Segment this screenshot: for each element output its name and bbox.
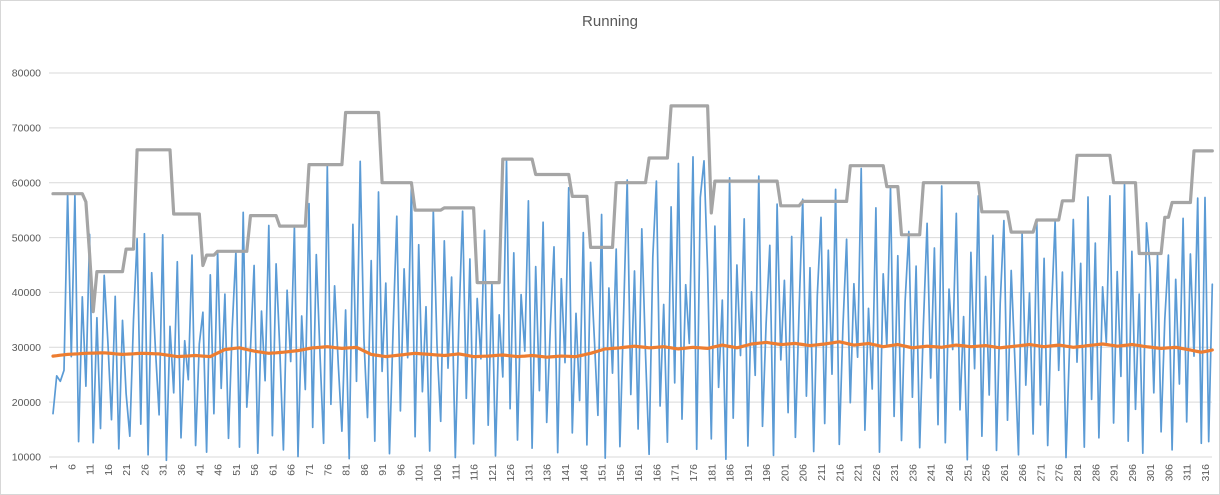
x-tick-label: 56: [249, 464, 261, 476]
series-average-line: [51, 340, 1214, 359]
x-tick-label: 251: [962, 464, 974, 482]
x-tick-label: 146: [578, 464, 590, 482]
x-tick-label: 61: [267, 464, 279, 476]
x-tick-label: 96: [395, 464, 407, 476]
x-tick-label: 116: [469, 464, 481, 481]
x-tick-label: 191: [743, 464, 755, 482]
y-tick-label: 50000: [12, 232, 41, 244]
x-tick-label: 26: [139, 464, 151, 476]
x-tick-label: 246: [944, 464, 956, 482]
x-tick-label: 281: [1072, 464, 1084, 482]
x-tick-label: 291: [1109, 464, 1121, 482]
series-daily-line: [52, 156, 1214, 462]
x-tick-label: 171: [670, 464, 682, 482]
y-tick-label: 60000: [12, 177, 41, 189]
x-tick-label: 6: [66, 464, 78, 470]
y-axis-labels: 10000 20000 30000 40000 50000 60000 70000 80000: [12, 68, 41, 464]
x-tick-label: 276: [1054, 464, 1066, 482]
x-tick-label: 271: [1035, 464, 1047, 482]
x-tick-label: 296: [1127, 464, 1139, 482]
x-tick-label: 301: [1145, 464, 1157, 482]
x-tick-label: 256: [981, 464, 993, 482]
x-tick-label: 236: [907, 464, 919, 482]
y-tick-label: 40000: [12, 287, 41, 299]
x-tick-label: 111: [450, 464, 462, 480]
x-tick-label: 91: [377, 464, 389, 476]
x-tick-label: 206: [798, 464, 810, 482]
x-tick-label: 1: [48, 464, 60, 470]
x-tick-label: 306: [1163, 464, 1175, 482]
x-tick-label: 201: [779, 464, 791, 482]
y-tick-label: 80000: [12, 68, 41, 80]
x-tick-label: 141: [560, 464, 572, 482]
y-tick-label: 30000: [12, 342, 41, 354]
y-tick-label: 70000: [12, 123, 41, 135]
x-tick-label: 71: [304, 464, 316, 476]
x-tick-label: 161: [633, 464, 645, 482]
chart-title: Running: [582, 13, 638, 30]
x-tick-label: 266: [1017, 464, 1029, 482]
x-tick-label: 241: [926, 464, 938, 482]
x-tick-label: 261: [999, 464, 1011, 482]
x-tick-label: 51: [231, 464, 243, 476]
x-tick-label: 81: [341, 464, 353, 476]
x-tick-label: 136: [542, 464, 554, 482]
x-tick-label: 31: [158, 464, 170, 476]
x-tick-label: 176: [688, 464, 700, 482]
x-tick-label: 46: [213, 464, 225, 476]
y-tick-label: 20000: [12, 397, 41, 409]
x-tick-label: 231: [889, 464, 901, 482]
x-tick-label: 211: [816, 464, 828, 481]
x-tick-label: 216: [834, 464, 846, 482]
x-tick-label: 41: [194, 464, 206, 476]
x-tick-label: 86: [359, 464, 371, 476]
x-tick-label: 186: [725, 464, 737, 482]
x-tick-label: 131: [523, 464, 535, 482]
x-axis-labels: 1 6 11 16 21 26 31 36 41 46 51 56 61 66 71 76 81 86 91 96 10…: [48, 464, 1212, 482]
x-tick-label: 101: [414, 464, 426, 482]
x-tick-label: 36: [176, 464, 188, 476]
x-tick-label: 221: [853, 464, 865, 482]
x-tick-label: 196: [761, 464, 773, 482]
x-tick-label: 11: [85, 464, 97, 475]
x-tick-label: 166: [651, 464, 663, 482]
x-tick-label: 21: [121, 464, 133, 476]
series-cap-line: [51, 104, 1214, 314]
x-tick-label: 106: [432, 464, 444, 482]
x-tick-label: 316: [1200, 464, 1212, 482]
y-tick-label: 10000: [12, 452, 41, 464]
x-tick-label: 16: [103, 464, 115, 476]
x-tick-label: 151: [597, 464, 609, 482]
x-tick-label: 156: [615, 464, 627, 482]
x-tick-label: 126: [505, 464, 517, 482]
x-tick-label: 76: [322, 464, 334, 476]
x-tick-label: 226: [871, 464, 883, 482]
x-tick-label: 66: [286, 464, 298, 476]
x-tick-label: 181: [706, 464, 718, 482]
x-tick-label: 121: [487, 464, 499, 482]
x-tick-label: 311: [1182, 464, 1194, 481]
x-tick-label: 286: [1090, 464, 1102, 482]
